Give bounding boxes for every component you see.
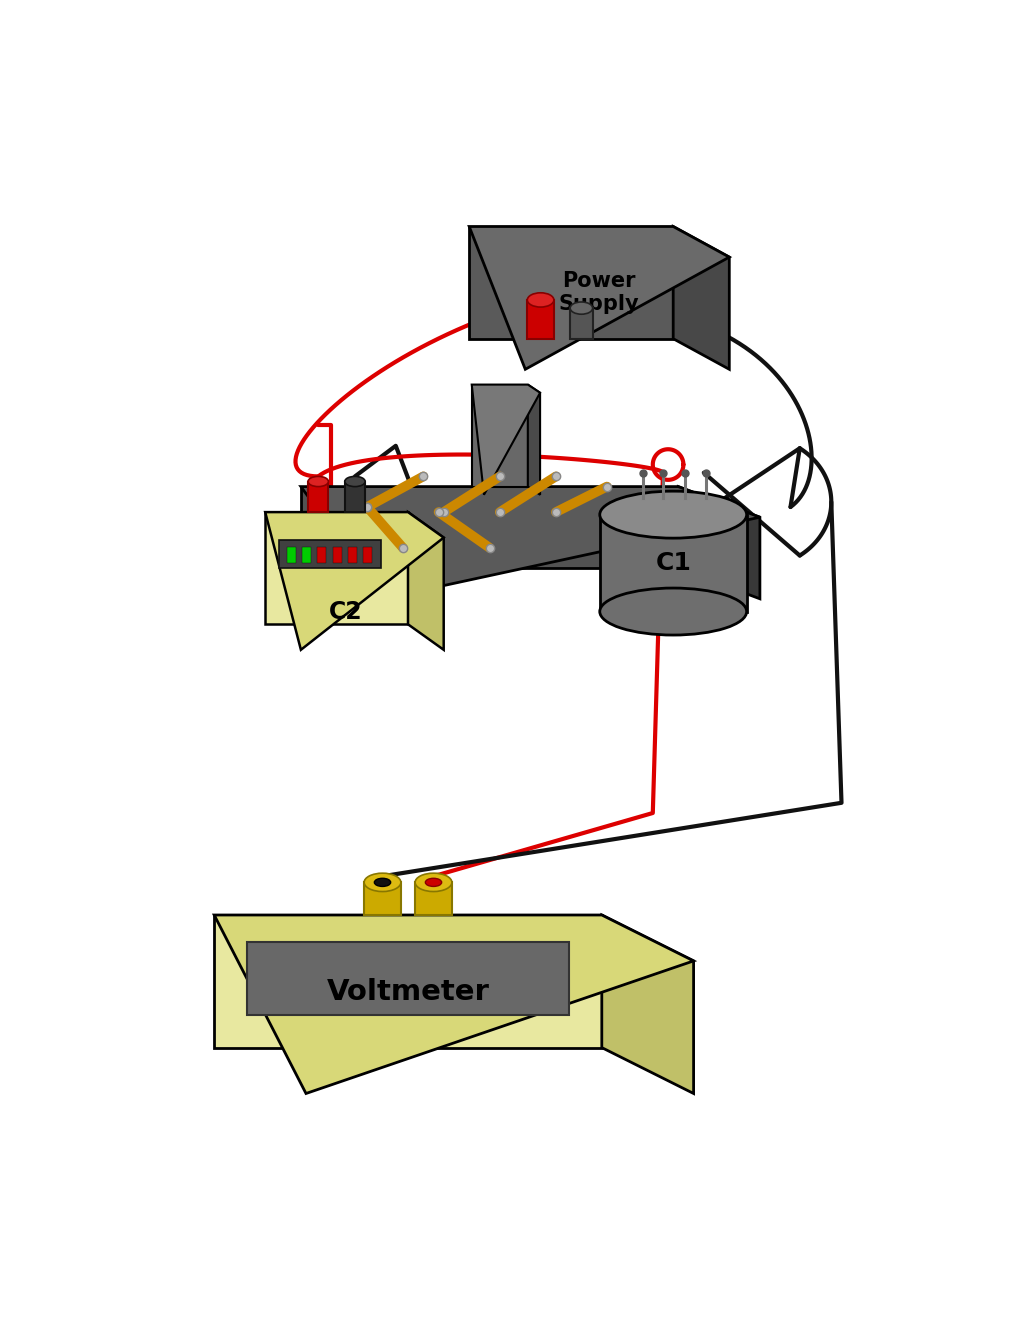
Bar bbox=[279, 540, 381, 568]
Ellipse shape bbox=[570, 302, 592, 314]
Polygon shape bbox=[408, 512, 443, 649]
Text: Power
Supply: Power Supply bbox=[558, 271, 639, 314]
Ellipse shape bbox=[425, 878, 441, 887]
Ellipse shape bbox=[415, 874, 451, 891]
Bar bbox=[332, 546, 341, 564]
Bar bbox=[247, 942, 569, 1015]
Bar bbox=[286, 546, 296, 564]
Polygon shape bbox=[301, 487, 759, 599]
Polygon shape bbox=[673, 227, 729, 370]
Text: C2: C2 bbox=[328, 601, 362, 624]
Polygon shape bbox=[471, 384, 528, 487]
Ellipse shape bbox=[527, 293, 553, 308]
Polygon shape bbox=[265, 512, 408, 624]
Bar bbox=[302, 546, 311, 564]
Ellipse shape bbox=[344, 477, 365, 487]
Polygon shape bbox=[599, 515, 746, 611]
Polygon shape bbox=[214, 915, 601, 1048]
Bar bbox=[527, 300, 553, 339]
Ellipse shape bbox=[599, 587, 746, 635]
Bar bbox=[344, 482, 365, 512]
Ellipse shape bbox=[374, 878, 390, 887]
Polygon shape bbox=[265, 512, 443, 649]
Ellipse shape bbox=[364, 874, 400, 891]
Polygon shape bbox=[469, 227, 673, 339]
Polygon shape bbox=[301, 487, 678, 568]
Bar bbox=[347, 546, 357, 564]
Polygon shape bbox=[214, 915, 693, 1093]
Text: Voltmeter: Voltmeter bbox=[326, 978, 489, 1006]
Bar bbox=[415, 882, 451, 915]
Text: C1: C1 bbox=[654, 552, 691, 576]
Bar bbox=[363, 546, 372, 564]
Bar bbox=[308, 482, 328, 512]
Polygon shape bbox=[469, 227, 729, 370]
Polygon shape bbox=[471, 384, 540, 495]
Bar bbox=[317, 546, 326, 564]
Polygon shape bbox=[528, 384, 540, 495]
Polygon shape bbox=[678, 487, 759, 599]
Polygon shape bbox=[601, 915, 693, 1093]
Bar bbox=[570, 308, 592, 339]
Bar bbox=[364, 882, 400, 915]
Ellipse shape bbox=[308, 477, 328, 487]
Ellipse shape bbox=[599, 491, 746, 539]
